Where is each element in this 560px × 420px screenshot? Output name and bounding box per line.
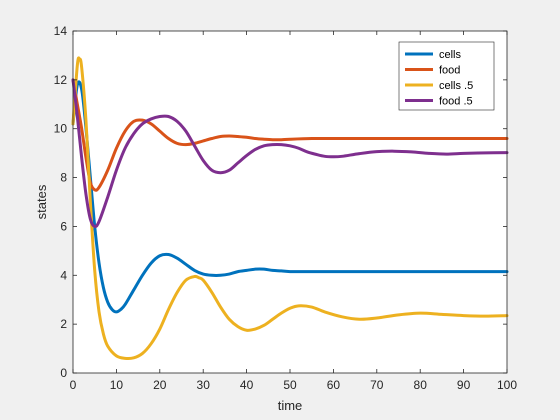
- legend-label: food .5: [439, 96, 473, 108]
- series-line-3: [71, 78, 509, 229]
- y-tick-label: 14: [54, 24, 68, 38]
- x-tick-label: 80: [414, 378, 428, 392]
- y-tick-label: 8: [60, 171, 67, 185]
- x-tick-label: 30: [197, 378, 211, 392]
- x-tick-label: 40: [240, 378, 254, 392]
- y-tick-label: 12: [54, 73, 68, 87]
- legend-label: cells: [439, 49, 462, 61]
- ticks-layer: 0 10 20 30 40 50 60 70 80 90 100 0 2 4 6 8 10 12 14: [54, 24, 518, 392]
- x-tick-label: 100: [497, 378, 517, 392]
- legend: cells food cells .5 food .5: [398, 41, 495, 111]
- y-tick-label: 2: [60, 317, 67, 331]
- y-axis-label: states: [34, 184, 49, 219]
- x-tick-label: 20: [153, 378, 167, 392]
- legend-label: cells .5: [439, 80, 473, 92]
- y-tick-label: 6: [60, 219, 67, 233]
- y-tick-label: 0: [60, 366, 67, 380]
- x-tick-label: 50: [283, 378, 297, 392]
- series-layer: [71, 56, 509, 361]
- x-tick-label: 0: [70, 378, 77, 392]
- legend-label: food: [439, 65, 460, 77]
- series-line-2: [71, 56, 509, 361]
- x-tick-label: 10: [110, 378, 124, 392]
- y-tick-label: 4: [60, 268, 67, 282]
- x-tick-label: 90: [457, 378, 471, 392]
- x-tick-label: 70: [370, 378, 384, 392]
- series-line-0: [71, 80, 509, 314]
- x-axis-label: time: [278, 398, 303, 413]
- y-tick-label: 10: [54, 122, 68, 136]
- x-tick-label: 60: [327, 378, 341, 392]
